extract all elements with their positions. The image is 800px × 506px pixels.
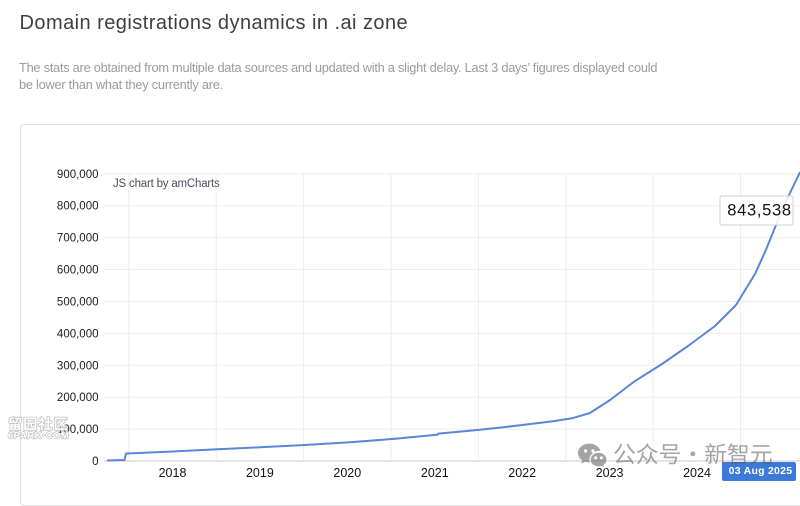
svg-text:2019: 2019 — [246, 466, 274, 480]
svg-text:600,000: 600,000 — [57, 265, 99, 277]
svg-text:03 Aug 2025: 03 Aug 2025 — [729, 465, 793, 477]
svg-text:900,000: 900,000 — [57, 169, 99, 181]
svg-text:2024: 2024 — [683, 466, 711, 480]
svg-text:2023: 2023 — [596, 466, 624, 480]
svg-text:2022: 2022 — [508, 466, 536, 480]
svg-text:500,000: 500,000 — [57, 296, 99, 308]
svg-text:2018: 2018 — [159, 466, 187, 480]
svg-text:800,000: 800,000 — [57, 201, 99, 213]
svg-text:200,000: 200,000 — [57, 392, 99, 404]
svg-text:100,000: 100,000 — [57, 424, 99, 436]
svg-text:6PARK·COM: 6PARK·COM — [8, 431, 69, 442]
svg-text:0: 0 — [92, 456, 98, 468]
svg-text:JS chart by amCharts: JS chart by amCharts — [113, 178, 220, 190]
svg-text:2020: 2020 — [333, 466, 361, 480]
svg-text:2021: 2021 — [421, 466, 449, 480]
svg-text:400,000: 400,000 — [57, 328, 99, 340]
svg-text:300,000: 300,000 — [57, 360, 99, 372]
svg-text:700,000: 700,000 — [57, 233, 99, 245]
svg-text:843,538: 843,538 — [727, 202, 792, 220]
